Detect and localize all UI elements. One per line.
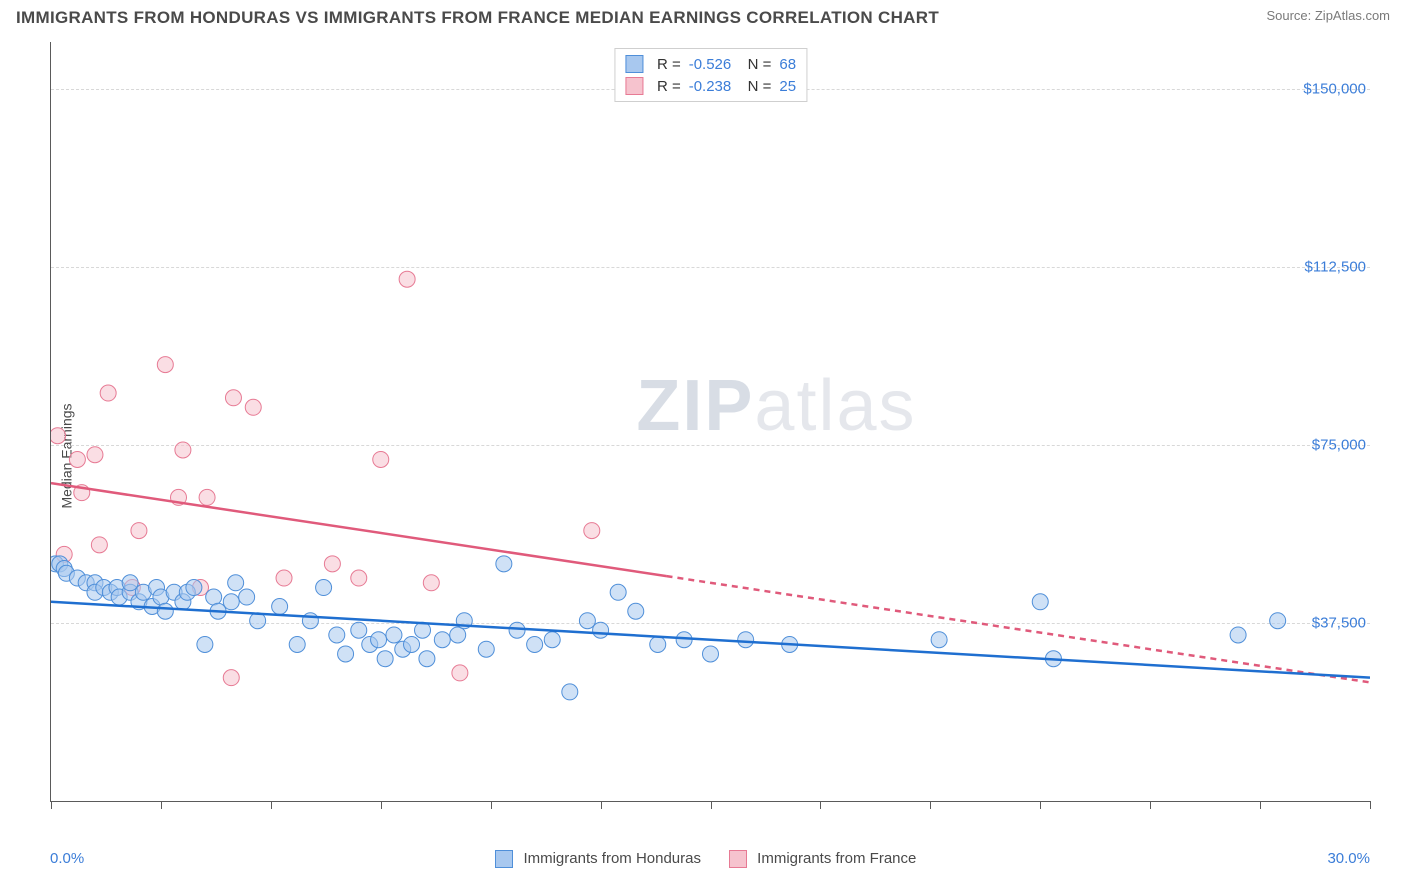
data-point xyxy=(324,556,340,572)
data-point xyxy=(91,537,107,553)
data-point xyxy=(199,489,215,505)
x-tick xyxy=(1150,801,1151,809)
legend-label-honduras: Immigrants from Honduras xyxy=(523,850,701,867)
data-point xyxy=(338,646,354,662)
data-point xyxy=(423,575,439,591)
data-point xyxy=(87,447,103,463)
data-point xyxy=(329,627,345,643)
data-point xyxy=(316,580,332,596)
data-point xyxy=(434,632,450,648)
data-point xyxy=(239,589,255,605)
data-point xyxy=(186,580,202,596)
x-tick xyxy=(1040,801,1041,809)
legend-item-honduras: Immigrants from Honduras xyxy=(495,850,701,868)
data-point xyxy=(377,651,393,667)
data-point xyxy=(1230,627,1246,643)
data-point xyxy=(206,589,222,605)
data-point xyxy=(289,636,305,652)
data-point xyxy=(738,632,754,648)
data-point xyxy=(579,613,595,629)
x-tick xyxy=(820,801,821,809)
x-tick xyxy=(271,801,272,809)
data-point xyxy=(245,399,261,415)
data-point xyxy=(223,670,239,686)
data-point xyxy=(562,684,578,700)
data-point xyxy=(584,523,600,539)
data-point xyxy=(650,636,666,652)
data-point xyxy=(419,651,435,667)
series-legend: Immigrants from Honduras Immigrants from… xyxy=(495,850,916,868)
data-point xyxy=(225,390,241,406)
data-point xyxy=(276,570,292,586)
data-point xyxy=(157,603,173,619)
data-point xyxy=(371,632,387,648)
data-point xyxy=(157,357,173,373)
data-point xyxy=(373,451,389,467)
data-point xyxy=(544,632,560,648)
x-axis-bar: 0.0% Immigrants from Honduras Immigrants… xyxy=(50,850,1370,868)
data-point xyxy=(100,385,116,401)
x-tick xyxy=(161,801,162,809)
data-point xyxy=(228,575,244,591)
scatter-svg xyxy=(51,42,1370,801)
x-tick xyxy=(601,801,602,809)
data-point xyxy=(450,627,466,643)
data-point xyxy=(351,570,367,586)
swatch-france-icon xyxy=(625,77,643,95)
legend-item-france: Immigrants from France xyxy=(729,850,916,868)
data-point xyxy=(628,603,644,619)
data-point xyxy=(69,451,85,467)
x-min-label: 0.0% xyxy=(50,850,84,867)
data-point xyxy=(223,594,239,610)
legend-row-france: R =-0.238 N =25 xyxy=(625,75,796,97)
swatch-france-icon xyxy=(729,850,747,868)
data-point xyxy=(51,428,66,444)
swatch-honduras-icon xyxy=(495,850,513,868)
x-tick xyxy=(491,801,492,809)
chart-container: Median Earnings ZIPatlas R =-0.526 N =68… xyxy=(18,36,1398,876)
data-point xyxy=(272,599,288,615)
chart-title: IMMIGRANTS FROM HONDURAS VS IMMIGRANTS F… xyxy=(16,8,939,28)
data-point xyxy=(593,622,609,638)
data-point xyxy=(703,646,719,662)
data-point xyxy=(496,556,512,572)
data-point xyxy=(386,627,402,643)
x-tick xyxy=(1370,801,1371,809)
data-point xyxy=(509,622,525,638)
legend-row-honduras: R =-0.526 N =68 xyxy=(625,53,796,75)
plot-area: ZIPatlas R =-0.526 N =68 R =-0.238 N =25… xyxy=(50,42,1370,802)
data-point xyxy=(197,636,213,652)
x-tick xyxy=(51,801,52,809)
data-point xyxy=(131,523,147,539)
x-tick xyxy=(711,801,712,809)
data-point xyxy=(452,665,468,681)
data-point xyxy=(175,442,191,458)
x-tick xyxy=(1260,801,1261,809)
data-point xyxy=(610,584,626,600)
swatch-honduras-icon xyxy=(625,55,643,73)
correlation-legend: R =-0.526 N =68 R =-0.238 N =25 xyxy=(614,48,807,102)
data-point xyxy=(404,636,420,652)
data-point xyxy=(122,575,138,591)
data-point xyxy=(1032,594,1048,610)
data-point xyxy=(478,641,494,657)
data-point xyxy=(399,271,415,287)
data-point xyxy=(1270,613,1286,629)
source-label: Source: ZipAtlas.com xyxy=(1266,8,1390,23)
legend-label-france: Immigrants from France xyxy=(757,850,916,867)
data-point xyxy=(931,632,947,648)
trend-line xyxy=(667,576,1370,682)
data-point xyxy=(351,622,367,638)
data-point xyxy=(527,636,543,652)
x-tick xyxy=(930,801,931,809)
trend-line xyxy=(51,602,1370,678)
x-tick xyxy=(381,801,382,809)
x-max-label: 30.0% xyxy=(1327,850,1370,867)
